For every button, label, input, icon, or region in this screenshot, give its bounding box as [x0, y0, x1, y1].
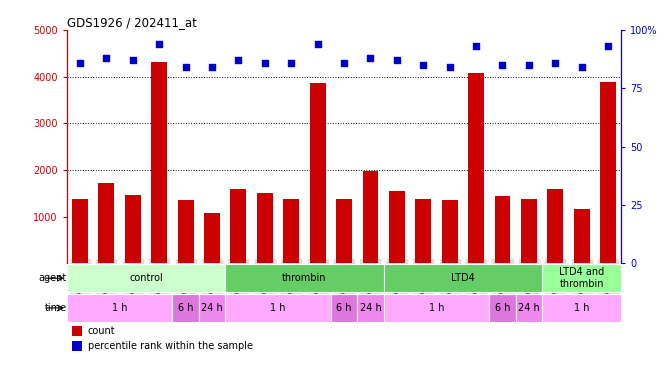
Point [101, 55, 112, 61]
Bar [98, 183, 114, 263]
Bar [310, 83, 325, 263]
Point [497, 62, 508, 68]
Bar [67, 294, 172, 322]
Point [312, 41, 323, 47]
Text: time: time [45, 303, 67, 313]
Bar [415, 198, 431, 263]
Bar [172, 294, 199, 322]
Point [75, 60, 86, 66]
Text: thrombin: thrombin [282, 273, 327, 283]
Bar [331, 294, 357, 322]
Point [128, 57, 138, 63]
Bar [125, 195, 141, 263]
Bar [383, 294, 489, 322]
Text: 24 h: 24 h [359, 303, 381, 313]
Bar [363, 171, 378, 263]
Text: 1 h: 1 h [429, 303, 444, 313]
Text: count: count [88, 326, 116, 336]
Bar [547, 189, 563, 263]
Point [154, 41, 164, 47]
Bar [72, 326, 82, 336]
Point [206, 64, 217, 70]
Bar [468, 73, 484, 263]
Point [576, 64, 587, 70]
Text: control: control [129, 273, 163, 283]
Bar [336, 199, 352, 263]
Bar [72, 199, 88, 263]
Point [180, 64, 191, 70]
Bar [151, 62, 167, 263]
Bar [225, 264, 383, 292]
Text: 6 h: 6 h [178, 303, 193, 313]
Bar [521, 199, 537, 263]
Bar [516, 294, 542, 322]
Text: 1 h: 1 h [112, 303, 128, 313]
Text: 24 h: 24 h [518, 303, 540, 313]
Point [259, 60, 270, 66]
Point [339, 60, 349, 66]
Text: 1 h: 1 h [271, 303, 286, 313]
Point [603, 44, 613, 50]
Bar [225, 294, 331, 322]
Text: percentile rank within the sample: percentile rank within the sample [88, 340, 253, 351]
Bar [257, 194, 273, 263]
Text: 6 h: 6 h [495, 303, 510, 313]
Bar [494, 196, 510, 263]
Bar [67, 264, 225, 292]
Bar [178, 200, 194, 263]
Bar [389, 191, 405, 263]
Point [524, 62, 534, 68]
Point [550, 60, 560, 66]
Bar [357, 294, 383, 322]
Point [286, 60, 297, 66]
Bar [199, 294, 225, 322]
Bar [204, 213, 220, 263]
Bar [489, 294, 516, 322]
Bar [230, 189, 246, 263]
Point [418, 62, 429, 68]
Text: agent: agent [39, 273, 67, 283]
Text: LTD4: LTD4 [451, 273, 475, 283]
Text: GDS1926 / 202411_at: GDS1926 / 202411_at [67, 16, 196, 29]
Bar [600, 82, 616, 263]
Point [391, 57, 402, 63]
Bar [383, 264, 542, 292]
Text: LTD4 and
thrombin: LTD4 and thrombin [559, 267, 605, 289]
Bar [574, 209, 590, 263]
Bar [283, 198, 299, 263]
Bar [542, 294, 621, 322]
Text: 24 h: 24 h [201, 303, 223, 313]
Point [471, 44, 482, 50]
Point [365, 55, 376, 61]
Bar [442, 200, 458, 263]
Text: 1 h: 1 h [574, 303, 589, 313]
Text: 6 h: 6 h [336, 303, 352, 313]
Bar [542, 264, 621, 292]
Point [444, 64, 455, 70]
Bar [72, 340, 82, 351]
Point [233, 57, 244, 63]
